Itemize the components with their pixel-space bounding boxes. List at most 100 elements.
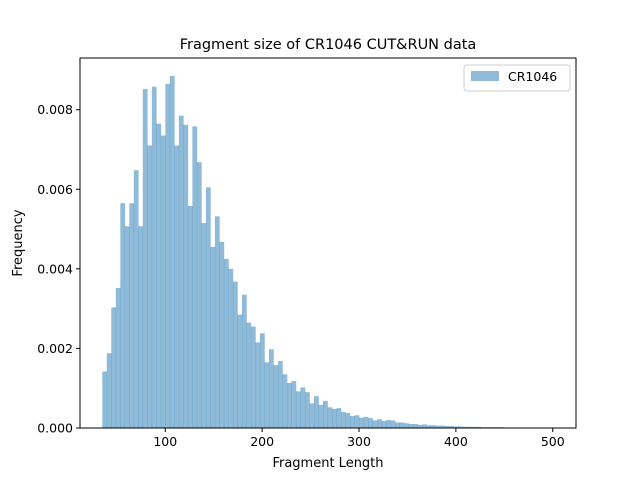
histogram-bar xyxy=(246,322,252,428)
histogram-bar xyxy=(228,268,234,428)
histogram-bar xyxy=(327,407,333,428)
histogram-bar xyxy=(332,408,337,428)
histogram-bar xyxy=(187,206,193,428)
histogram-bar xyxy=(160,135,166,428)
histogram-bar xyxy=(467,426,472,428)
x-tick-label: 100 xyxy=(153,434,177,449)
y-tick-label: 0.002 xyxy=(37,341,73,356)
histogram-bar xyxy=(129,203,135,428)
histogram-bar xyxy=(223,258,229,428)
y-tick-label: 0.008 xyxy=(37,102,73,117)
histogram-bar xyxy=(205,187,211,428)
histogram-bar xyxy=(449,426,454,428)
histogram-bar xyxy=(147,145,153,428)
histogram-bar xyxy=(111,307,117,428)
histogram-bar xyxy=(169,75,175,429)
histogram-bar xyxy=(431,425,436,428)
histogram-bar xyxy=(426,425,432,428)
histogram-bar xyxy=(165,83,171,429)
x-axis-ticks: 100 200 300 400 500 xyxy=(153,428,565,449)
histogram-bar xyxy=(201,223,207,428)
histogram-bar xyxy=(354,415,360,428)
histogram-bar xyxy=(196,162,202,429)
histogram-bar xyxy=(282,374,288,428)
histogram-bar xyxy=(314,396,319,428)
histogram-bar xyxy=(363,416,369,428)
legend-label: CR1046 xyxy=(508,69,557,84)
histogram-bar xyxy=(476,426,481,428)
histogram-bar xyxy=(106,353,112,428)
y-axis-label: Frequency xyxy=(11,209,26,276)
histogram-bar xyxy=(291,381,297,428)
histogram-bar xyxy=(286,383,292,428)
histogram-bar xyxy=(156,123,162,429)
histogram-bar xyxy=(259,333,265,428)
histogram-bar xyxy=(264,362,270,428)
histogram-bar xyxy=(395,422,400,428)
histogram-bar xyxy=(273,365,279,428)
histogram-bar xyxy=(295,391,301,428)
y-tick-label: 0.000 xyxy=(37,421,73,436)
histogram-bar xyxy=(142,89,148,428)
histogram-bar xyxy=(277,361,283,428)
histogram-bar xyxy=(341,412,346,428)
histogram-bar xyxy=(232,281,238,428)
histogram-bar xyxy=(471,426,477,428)
histogram-bar xyxy=(381,420,387,428)
histogram-bar xyxy=(399,422,405,428)
histogram-bar xyxy=(237,314,243,428)
histogram-bar xyxy=(178,115,184,428)
histogram-bar xyxy=(462,426,468,428)
histogram-bar xyxy=(350,416,355,428)
histogram-bar xyxy=(304,392,310,428)
histogram-bar xyxy=(417,424,423,428)
histogram-bar xyxy=(250,326,256,428)
legend: CR1046 xyxy=(463,64,571,92)
y-axis-ticks: 0.000 0.002 0.004 0.006 0.008 xyxy=(37,102,80,436)
histogram-bar xyxy=(323,400,328,428)
histogram-bar xyxy=(214,216,220,428)
histogram-bar xyxy=(255,342,261,428)
histogram-bar xyxy=(359,417,364,428)
histogram-bar xyxy=(435,425,441,428)
histogram-bar xyxy=(183,124,189,428)
histogram-bar xyxy=(336,408,342,428)
histogram-bar xyxy=(440,425,445,428)
histogram-bar xyxy=(241,294,247,428)
histogram-bar xyxy=(210,246,216,428)
histogram-bar xyxy=(309,403,315,428)
histogram-bar xyxy=(413,424,418,428)
histogram-bar xyxy=(390,420,396,428)
histogram-bars xyxy=(102,75,554,429)
histogram-bar xyxy=(192,126,198,429)
legend-swatch xyxy=(471,71,499,81)
x-tick-label: 200 xyxy=(250,434,274,449)
histogram-bar xyxy=(138,226,144,428)
histogram-bar xyxy=(404,423,409,428)
chart-title: Fragment size of CR1046 CUT&RUN data xyxy=(180,37,477,53)
histogram-bar xyxy=(124,226,130,428)
y-tick-label: 0.004 xyxy=(37,261,73,276)
y-tick-label: 0.006 xyxy=(37,182,73,197)
histogram-bar xyxy=(377,419,382,428)
histogram-bar xyxy=(422,424,427,428)
histogram-bar xyxy=(458,426,463,428)
histogram-bar xyxy=(300,387,306,428)
histogram-bar xyxy=(318,404,324,428)
histogram-bar xyxy=(151,86,157,429)
x-tick-label: 400 xyxy=(444,434,468,449)
histogram-bar xyxy=(268,349,274,428)
histogram-bar xyxy=(444,426,450,428)
histogram-bar xyxy=(219,241,225,428)
histogram-bar xyxy=(372,420,378,428)
plot-frame xyxy=(79,57,577,429)
histogram-bar xyxy=(453,426,459,428)
histogram-bar xyxy=(120,203,126,428)
histogram-bar xyxy=(408,424,414,428)
histogram-bar xyxy=(386,420,391,428)
histogram-bar xyxy=(115,287,121,428)
histogram-bar xyxy=(368,418,373,428)
x-tick-label: 300 xyxy=(347,434,371,449)
x-tick-label: 500 xyxy=(541,434,565,449)
